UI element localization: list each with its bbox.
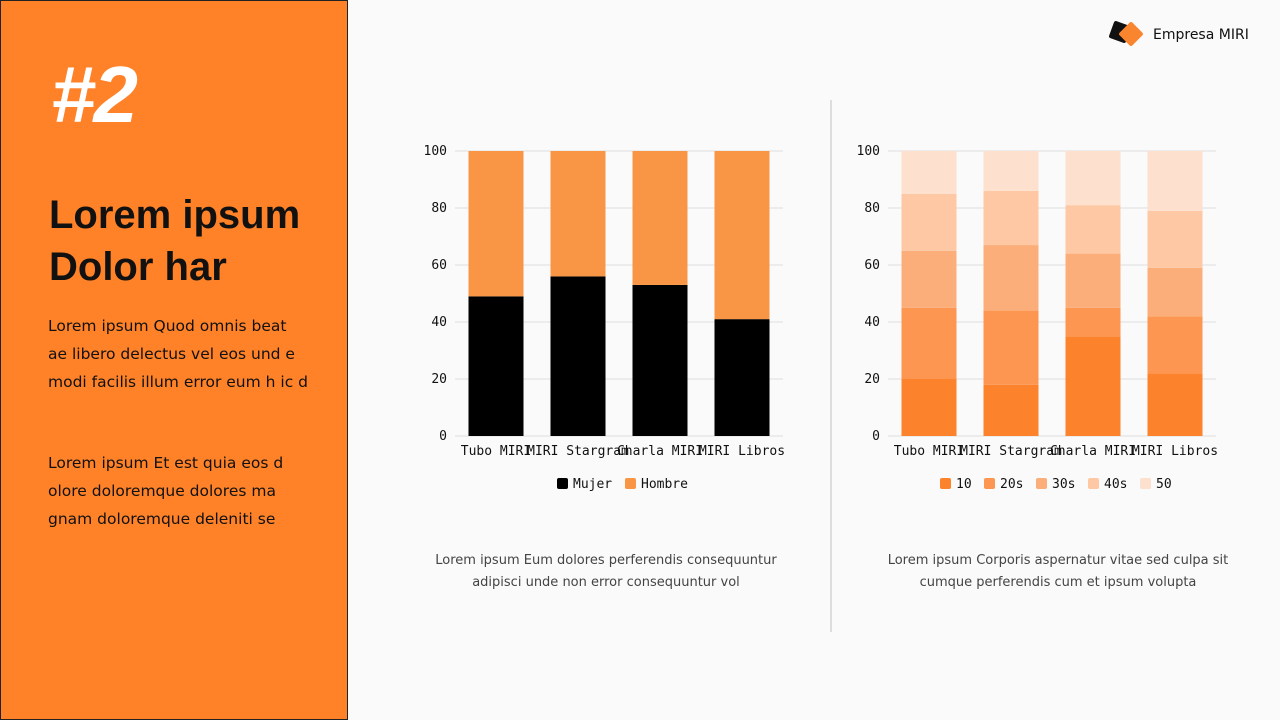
y-tick-label: 100 bbox=[424, 144, 447, 159]
x-tick-label: Tubo MIRI bbox=[461, 444, 531, 459]
bar-segment bbox=[983, 310, 1039, 385]
bar-segment bbox=[1065, 205, 1121, 254]
legend-label: Mujer bbox=[573, 477, 612, 492]
y-tick-label: 0 bbox=[439, 429, 447, 444]
legend-swatch bbox=[1140, 478, 1151, 489]
bar-segment bbox=[550, 151, 606, 277]
bar-segment bbox=[632, 151, 688, 285]
chart-caption: Lorem ipsum Corporis aspernatur vitae se… bbox=[887, 553, 1229, 590]
legend-label: 50 bbox=[1156, 477, 1172, 492]
x-tick-label: Tubo MIRI bbox=[894, 444, 964, 459]
bar-segment bbox=[983, 151, 1039, 191]
slide-title: Lorem ipsum Dolor har bbox=[49, 189, 300, 293]
bar-segment bbox=[901, 151, 957, 194]
bar-segment bbox=[632, 284, 688, 436]
legend-label: 20s bbox=[1000, 477, 1023, 492]
legend-label: Hombre bbox=[641, 477, 688, 492]
y-tick-label: 60 bbox=[864, 258, 880, 273]
bar-segment bbox=[901, 379, 957, 436]
y-tick-label: 40 bbox=[431, 315, 447, 330]
y-tick-label: 0 bbox=[872, 429, 880, 444]
y-tick-label: 40 bbox=[864, 315, 880, 330]
slide-number: #2 bbox=[51, 50, 138, 139]
legend-swatch bbox=[984, 478, 995, 489]
legend-label: 10 bbox=[956, 477, 972, 492]
legend-swatch bbox=[1036, 478, 1047, 489]
legend-swatch bbox=[1088, 478, 1099, 489]
bar-segment bbox=[1065, 336, 1121, 436]
y-tick-label: 20 bbox=[431, 372, 447, 387]
y-tick-label: 20 bbox=[864, 372, 880, 387]
x-tick-label: MIRI Stargram bbox=[527, 444, 629, 459]
brand-logo-icon bbox=[1109, 21, 1143, 46]
bar-segment bbox=[983, 190, 1039, 246]
divider bbox=[830, 100, 832, 632]
bar-segment bbox=[1065, 253, 1121, 308]
legend-label: 40s bbox=[1104, 477, 1127, 492]
y-tick-label: 60 bbox=[431, 258, 447, 273]
bar-segment bbox=[1065, 307, 1121, 337]
legend-swatch bbox=[625, 478, 636, 489]
x-tick-label: Charla MIRI bbox=[617, 444, 703, 459]
bar-segment bbox=[983, 245, 1039, 311]
bar-segment bbox=[1147, 210, 1203, 268]
bar-segment bbox=[714, 151, 770, 320]
y-tick-label: 80 bbox=[864, 201, 880, 216]
x-tick-label: MIRI Stargram bbox=[960, 444, 1062, 459]
y-tick-label: 80 bbox=[431, 201, 447, 216]
brand-name: Empresa MIRI bbox=[1153, 27, 1249, 43]
bar-segment bbox=[714, 319, 770, 436]
bar-segment bbox=[550, 276, 606, 436]
title-line: Lorem ipsum bbox=[49, 193, 301, 237]
bar-segment bbox=[1147, 373, 1203, 436]
legend-label: 30s bbox=[1052, 477, 1075, 492]
bar-segment bbox=[468, 296, 524, 436]
bar-segment bbox=[901, 193, 957, 251]
bar-segment bbox=[1147, 267, 1203, 317]
x-tick-label: Charla MIRI bbox=[1050, 444, 1136, 459]
x-tick-label: MIRI Libros bbox=[1132, 444, 1218, 459]
paragraph: Lorem ipsum Et est quia eos d olore dolo… bbox=[48, 454, 284, 528]
legend-swatch bbox=[557, 478, 568, 489]
bar-segment bbox=[901, 307, 957, 379]
title-line: Dolor har bbox=[49, 245, 227, 289]
paragraph: Lorem ipsum Quod omnis beat ae libero de… bbox=[48, 317, 309, 391]
bar-segment bbox=[1065, 151, 1121, 206]
bar-segment bbox=[1147, 151, 1203, 211]
bar-segment bbox=[468, 151, 524, 297]
bar-segment bbox=[1147, 316, 1203, 374]
left-panel: #2 Lorem ipsum Dolor har Lorem ipsum Quod… bbox=[0, 0, 348, 720]
chart-caption: Lorem ipsum Eum dolores perferendis cons… bbox=[435, 553, 777, 590]
bar-segment bbox=[901, 250, 957, 308]
bar-segment bbox=[983, 384, 1039, 436]
y-tick-label: 100 bbox=[857, 144, 880, 159]
x-tick-label: MIRI Libros bbox=[699, 444, 785, 459]
legend-swatch bbox=[940, 478, 951, 489]
